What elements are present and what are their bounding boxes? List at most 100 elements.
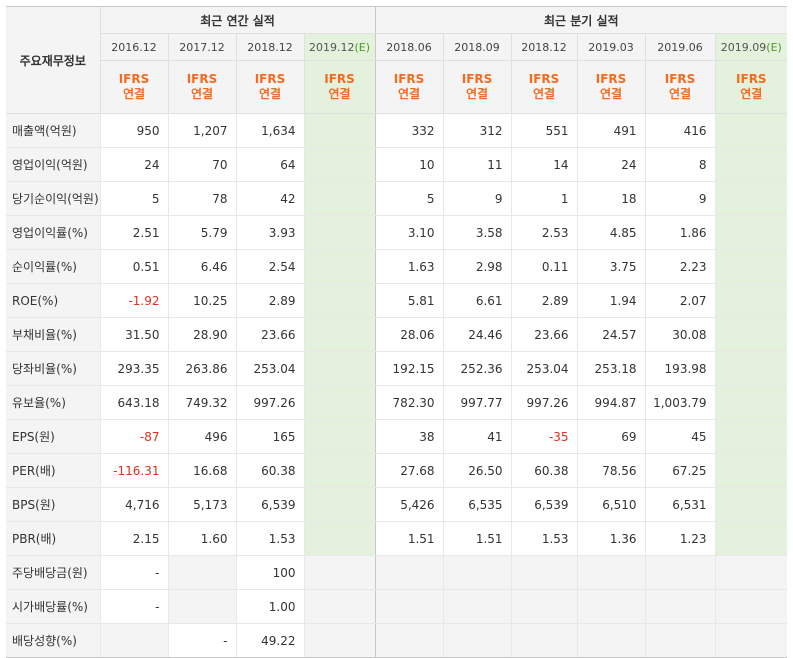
period-quarter-3: 2019.03 [576, 33, 646, 61]
table-cell [714, 385, 788, 420]
table-cell: 1.53 [510, 521, 578, 556]
table-cell: 9 [442, 181, 512, 216]
table-cell: 1.23 [644, 521, 716, 556]
table-cell: 253.18 [576, 351, 646, 386]
period-annual-2: 2018.12 [235, 33, 304, 61]
table-cell: 1,003.79 [644, 385, 716, 420]
table-row: 주당배당금(원) - 100 [6, 555, 788, 590]
row-label: BPS(원) [6, 487, 100, 522]
table-cell: 4.85 [576, 215, 646, 250]
table-cell: -35 [510, 419, 578, 454]
row-label: 영업이익률(%) [6, 215, 100, 250]
table-cell: 1.63 [374, 249, 444, 284]
table-row: PER(배) -116.31 16.68 60.38 27.68 26.50 60.38 78… [6, 453, 788, 488]
table-cell: 3.93 [235, 215, 304, 250]
row-label: ROE(%) [6, 283, 100, 318]
row-label: 당좌비율(%) [6, 351, 100, 386]
table-cell: 10.25 [167, 283, 236, 318]
table-cell: 6,535 [442, 487, 512, 522]
annual-group-header: 최근 연간 실적 [99, 6, 376, 34]
table-cell: 749.32 [167, 385, 236, 420]
table-cell: 6.61 [442, 283, 512, 318]
table-cell [510, 555, 578, 590]
row-label: 영업이익(억원) [6, 147, 100, 182]
table-cell: 1.00 [235, 589, 304, 624]
table-cell: 263.86 [167, 351, 236, 386]
ifrs-basis-label: IFRS 연결 [442, 60, 512, 114]
ifrs-label: IFRS [461, 72, 493, 86]
table-cell: 1.36 [576, 521, 646, 556]
table-cell: 2.53 [510, 215, 578, 250]
table-cell [644, 623, 716, 658]
table-corner-label: 주요재무정보 [6, 6, 100, 114]
period-annual-0: 2016.12 [99, 33, 168, 61]
ifrs-label: IFRS [186, 72, 218, 86]
ifrs-basis-label: IFRS 연결 [235, 60, 304, 114]
table-cell [167, 555, 236, 590]
table-cell [303, 215, 376, 250]
table-cell [714, 113, 788, 148]
table-cell: 416 [644, 113, 716, 148]
table-cell: 332 [374, 113, 444, 148]
estimate-mark: (E) [766, 40, 782, 54]
ifrs-basis-label: IFRS 연결 [510, 60, 578, 114]
table-cell: 23.66 [510, 317, 578, 352]
period-quarter-5-estimate: 2019.09(E) [714, 33, 788, 61]
table-cell: 31.50 [99, 317, 168, 352]
table-cell: 6,539 [235, 487, 304, 522]
table-cell: 28.90 [167, 317, 236, 352]
table-row: 부채비율(%) 31.50 28.90 23.66 28.06 24.46 23.66 24.… [6, 317, 788, 352]
table-cell: 41 [442, 419, 512, 454]
table-cell: 2.23 [644, 249, 716, 284]
table-cell: 24 [576, 147, 646, 182]
table-cell [714, 181, 788, 216]
consolidated-label: 연결 [122, 87, 146, 101]
table-cell [374, 623, 444, 658]
period-quarter-2: 2018.12 [510, 33, 578, 61]
table-row: 당좌비율(%) 293.35 263.86 253.04 192.15 252.36 253… [6, 351, 788, 386]
table-cell: 45 [644, 419, 716, 454]
table-cell: 4,716 [99, 487, 168, 522]
table-cell [442, 555, 512, 590]
ifrs-label: IFRS [254, 72, 286, 86]
table-cell [714, 317, 788, 352]
row-label: 부채비율(%) [6, 317, 100, 352]
table-cell: 3.58 [442, 215, 512, 250]
table-cell: 6,539 [510, 487, 578, 522]
table-cell [576, 623, 646, 658]
table-cell: 5 [374, 181, 444, 216]
ifrs-basis-label: IFRS 연결 [644, 60, 716, 114]
table-cell [714, 623, 788, 658]
consolidated-label: 연결 [466, 87, 489, 101]
table-cell [714, 351, 788, 386]
table-cell [644, 589, 716, 624]
row-label: PBR(배) [6, 521, 100, 556]
table-row: BPS(원) 4,716 5,173 6,539 5,426 6,535 6,539 6,51… [6, 487, 788, 522]
table-cell [714, 555, 788, 590]
table-cell [714, 419, 788, 454]
table-cell: 78 [167, 181, 236, 216]
table-cell: 9 [644, 181, 716, 216]
table-cell: 252.36 [442, 351, 512, 386]
table-cell [374, 589, 444, 624]
table-cell [303, 623, 376, 658]
table-cell: 994.87 [576, 385, 646, 420]
table-cell [99, 623, 168, 658]
table-cell: 28.06 [374, 317, 444, 352]
table-cell: 5 [99, 181, 168, 216]
table-cell: 70 [167, 147, 236, 182]
table-cell: - [167, 623, 236, 658]
period-quarter-4: 2019.06 [644, 33, 716, 61]
ifrs-label: IFRS [393, 72, 425, 86]
table-cell [442, 623, 512, 658]
table-cell: 5.81 [374, 283, 444, 318]
table-cell: -1.92 [99, 283, 168, 318]
table-cell [303, 113, 376, 148]
table-cell: 11 [442, 147, 512, 182]
table-cell: 16.68 [167, 453, 236, 488]
table-cell [303, 453, 376, 488]
table-cell: 1,207 [167, 113, 236, 148]
table-cell: 23.66 [235, 317, 304, 352]
table-cell: - [99, 555, 168, 590]
table-row: 순이익률(%) 0.51 6.46 2.54 1.63 2.98 0.11 3.75 2.23 [6, 249, 788, 284]
